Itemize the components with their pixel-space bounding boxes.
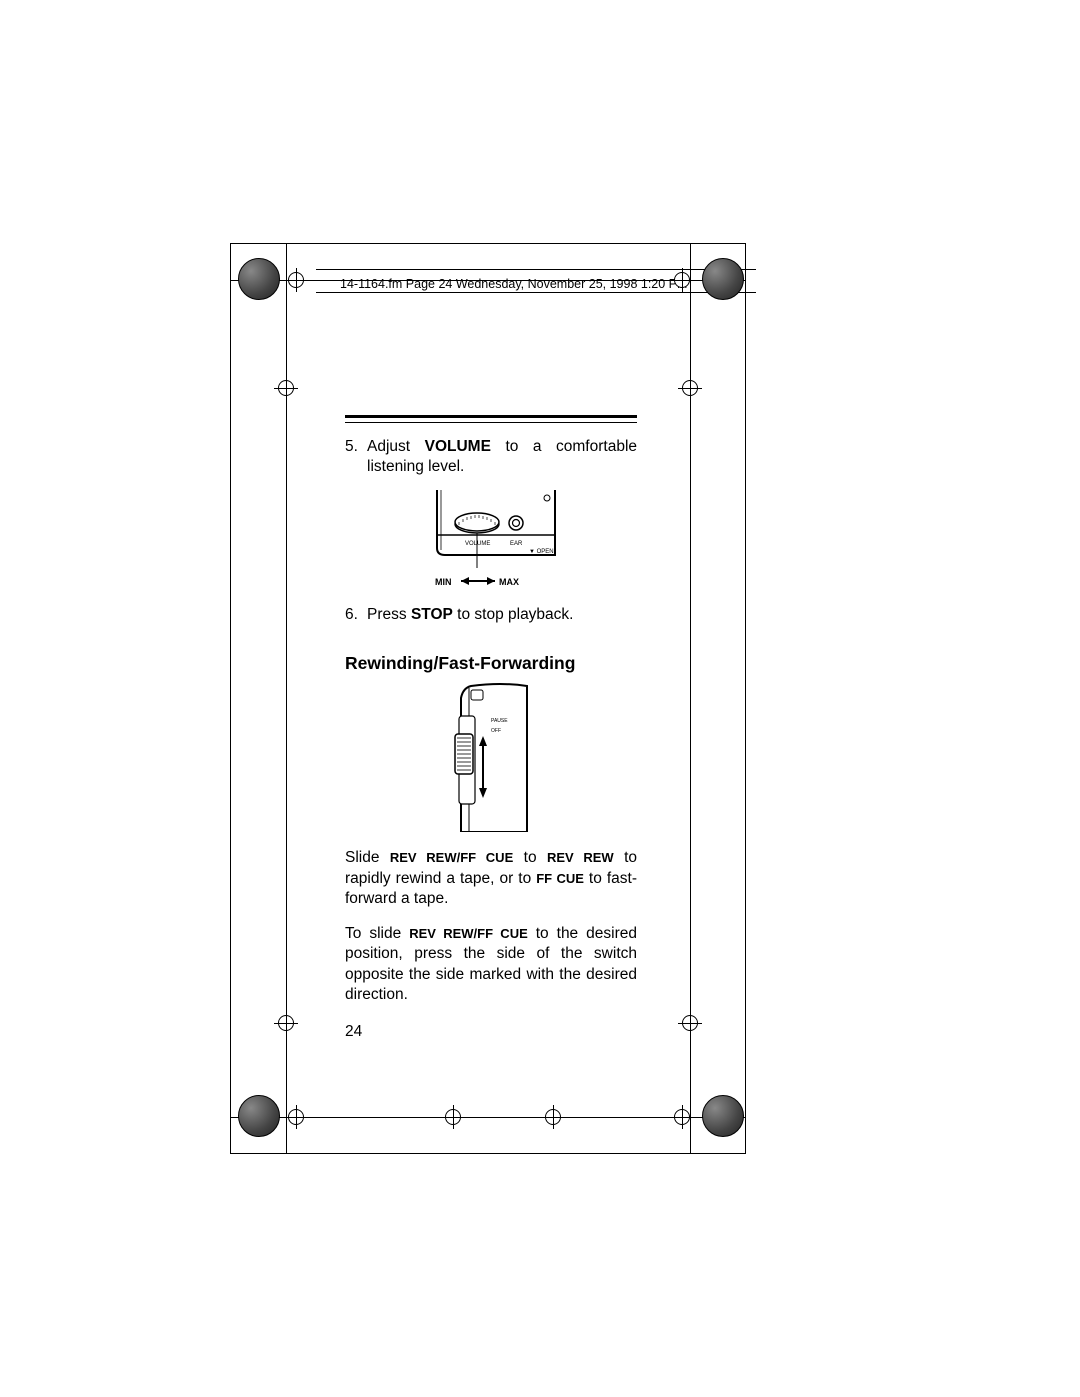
content-column: 5. Adjust VOLUME to a comfortable listen… [345,415,637,1020]
header-rule-top [316,269,756,270]
p1-a: Slide [345,849,390,866]
step-6-post: to stop playback. [453,606,574,623]
label-open: ▼ OPEN [529,549,554,555]
label-min: MIN [435,577,452,587]
step-6-text: Press STOP to stop playback. [367,605,637,625]
section-rule [345,415,637,423]
p1-d: REV REW [547,850,614,865]
step-6: 6. Press STOP to stop playback. [345,605,637,625]
p1-f: FF CUE [536,871,584,886]
illustration-volume: VOLUME EAR ▼ OPEN MIN MAX [419,488,564,593]
p1-b: REV REW/FF CUE [390,850,513,865]
step-5-bold: VOLUME [425,438,491,455]
p2-b: REV REW/FF CUE [409,926,528,941]
page-number: 24 [345,1023,362,1041]
section-heading: Rewinding/Fast-Forwarding [345,653,637,674]
paragraph-2: To slide REV REW/FF CUE to the desired p… [345,924,637,1006]
header-rule-bottom [316,292,756,293]
p1-c: to [513,849,547,866]
label-ear: EAR [510,541,523,547]
step-5: 5. Adjust VOLUME to a comfortable listen… [345,437,637,478]
label-pause: PAUSE [491,718,508,724]
illustration-switch: PAUSE OFF [441,682,541,832]
step-6-bold: STOP [411,606,453,623]
step-5-pre: Adjust [367,438,425,455]
label-max: MAX [499,577,519,587]
label-volume: VOLUME [465,541,490,547]
p2-a: To slide [345,925,409,942]
step-5-text: Adjust VOLUME to a comfortable listening… [367,437,637,478]
step-6-pre: Press [367,606,411,623]
step-6-number: 6. [345,605,367,625]
paragraph-1: Slide REV REW/FF CUE to REV REW to rapid… [345,848,637,909]
label-off: OFF [491,728,501,734]
step-5-number: 5. [345,437,367,478]
